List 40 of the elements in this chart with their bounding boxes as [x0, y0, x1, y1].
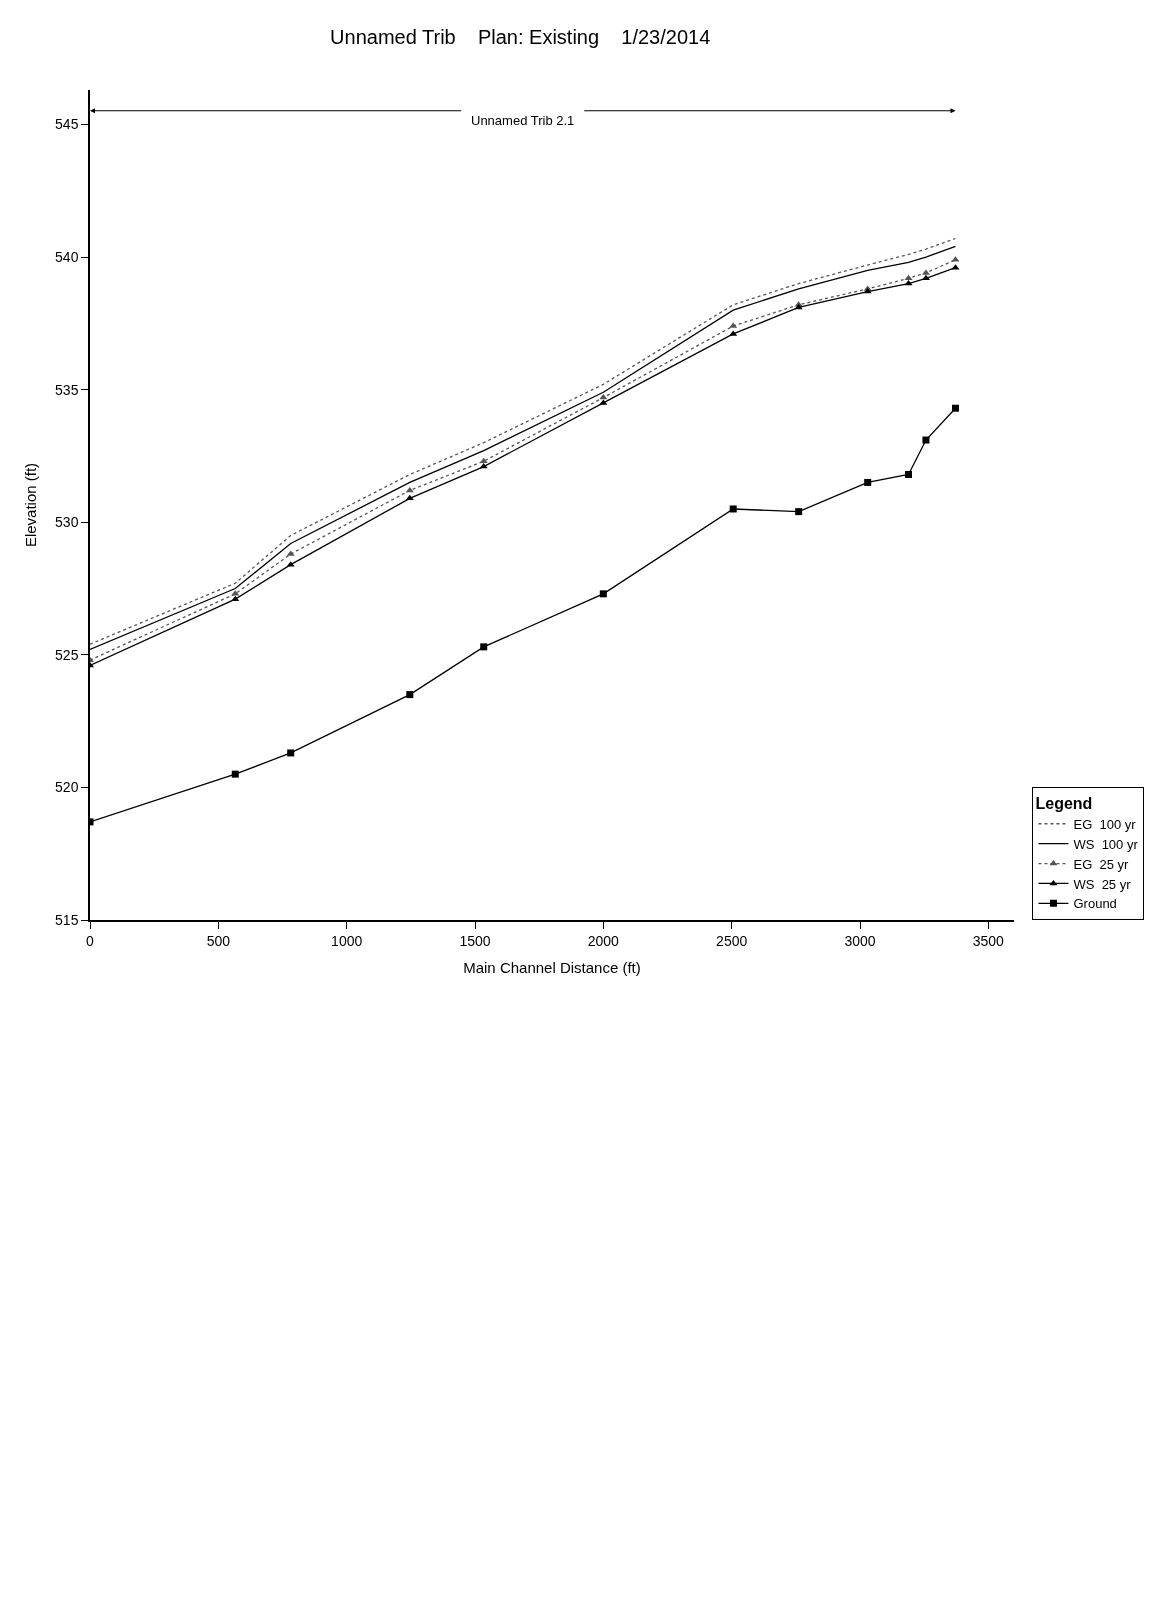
legend-title: Legend [1035, 794, 1093, 812]
point [795, 508, 803, 516]
x-tick-label: 500 [206, 932, 231, 949]
point [729, 505, 737, 513]
point [405, 486, 414, 493]
point [864, 478, 872, 486]
x-tick-label: 3000 [844, 932, 876, 949]
point [599, 590, 607, 598]
point [951, 404, 959, 412]
y-tick-label: 540 [55, 248, 79, 265]
x-tick-label: 2000 [587, 932, 620, 949]
legend-label: EG 25 yr [1073, 856, 1130, 872]
x-tick-label: 1000 [331, 932, 363, 949]
point [921, 274, 930, 281]
point [406, 691, 414, 699]
x-tick-label: 2500 [716, 932, 748, 949]
y-tick-label: 545 [55, 116, 79, 133]
y-tick-label: 515 [55, 911, 79, 928]
legend-label: WS 100 yr [1073, 836, 1139, 852]
point [904, 274, 913, 281]
x-tick-label: 3500 [972, 932, 1005, 949]
annotation: Unnamed Trib 2.1 [471, 113, 575, 128]
point [287, 749, 295, 757]
y-axis-title: Elevation (ft) [21, 462, 39, 548]
point [231, 770, 239, 778]
point [922, 436, 930, 444]
y-tick-label: 530 [55, 514, 79, 531]
point [905, 471, 913, 478]
x-tick-label: 0 [86, 932, 95, 949]
point [480, 643, 488, 651]
legend-label: WS 25 yr [1073, 876, 1132, 892]
legend-label: Ground [1073, 896, 1117, 912]
chart-title: Unnamed Trib Plan: Existing 1/23/2014 [330, 26, 711, 48]
legend-label: EG 100 yr [1073, 816, 1137, 832]
y-tick-label: 535 [55, 381, 79, 398]
y-tick-label: 525 [55, 646, 79, 663]
y-tick-label: 520 [55, 779, 79, 796]
point [405, 494, 414, 501]
x-axis-title: Main Channel Distance (ft) [463, 959, 641, 977]
x-tick-label: 1500 [459, 932, 491, 949]
